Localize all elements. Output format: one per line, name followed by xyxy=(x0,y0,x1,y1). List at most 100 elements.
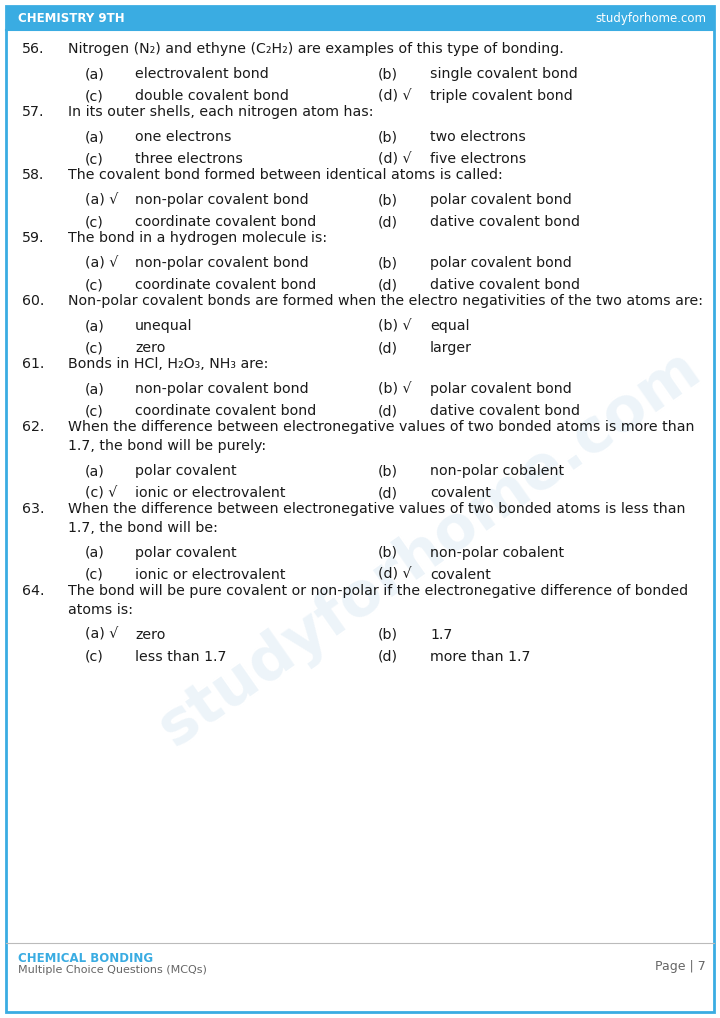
Text: ionic or electrovalent: ionic or electrovalent xyxy=(135,486,286,500)
Text: triple covalent bond: triple covalent bond xyxy=(430,89,572,103)
Text: When the difference between electronegative values of two bonded atoms is less t: When the difference between electronegat… xyxy=(68,502,685,516)
Text: one electrons: one electrons xyxy=(135,130,232,144)
Text: coordinate covalent bond: coordinate covalent bond xyxy=(135,278,316,292)
Text: Page | 7: Page | 7 xyxy=(655,960,706,973)
Text: (d) √: (d) √ xyxy=(378,89,412,103)
Text: (d): (d) xyxy=(378,278,398,292)
Text: 61.: 61. xyxy=(22,357,45,371)
Text: atoms is:: atoms is: xyxy=(68,603,133,617)
Text: 62.: 62. xyxy=(22,420,45,434)
Text: polar covalent bond: polar covalent bond xyxy=(430,382,572,396)
Text: (b): (b) xyxy=(378,546,398,560)
Text: (d) √: (d) √ xyxy=(378,568,412,582)
FancyBboxPatch shape xyxy=(6,6,714,1012)
Text: single covalent bond: single covalent bond xyxy=(430,67,577,81)
Text: (a) √: (a) √ xyxy=(85,193,118,207)
Text: (a): (a) xyxy=(85,382,104,396)
Text: 57.: 57. xyxy=(22,105,45,119)
Text: 1.7: 1.7 xyxy=(430,628,452,642)
Text: (c): (c) xyxy=(85,341,104,355)
Text: (a): (a) xyxy=(85,67,104,81)
Text: CHEMICAL BONDING: CHEMICAL BONDING xyxy=(18,952,153,965)
Text: more than 1.7: more than 1.7 xyxy=(430,651,531,664)
Text: (d): (d) xyxy=(378,341,398,355)
Text: three electrons: three electrons xyxy=(135,152,243,166)
Text: non-polar covalent bond: non-polar covalent bond xyxy=(135,256,309,270)
Text: non-polar covalent bond: non-polar covalent bond xyxy=(135,382,309,396)
Text: Bonds in HCl, H₂O₃, NH₃ are:: Bonds in HCl, H₂O₃, NH₃ are: xyxy=(68,357,269,371)
Text: The bond will be pure covalent or non-polar if the electronegative difference of: The bond will be pure covalent or non-po… xyxy=(68,584,688,598)
Text: coordinate covalent bond: coordinate covalent bond xyxy=(135,404,316,418)
Text: 1.7, the bond will be purely:: 1.7, the bond will be purely: xyxy=(68,439,266,453)
Text: dative covalent bond: dative covalent bond xyxy=(430,404,580,418)
Text: (c): (c) xyxy=(85,404,104,418)
Text: (c): (c) xyxy=(85,152,104,166)
Text: (c) √: (c) √ xyxy=(85,486,117,500)
Text: studyforhome.com: studyforhome.com xyxy=(595,11,706,24)
Text: 60.: 60. xyxy=(22,294,45,308)
Text: two electrons: two electrons xyxy=(430,130,526,144)
Text: dative covalent bond: dative covalent bond xyxy=(430,215,580,229)
Text: (d) √: (d) √ xyxy=(378,152,412,166)
Text: 59.: 59. xyxy=(22,231,45,245)
Text: larger: larger xyxy=(430,341,472,355)
Text: The bond in a hydrogen molecule is:: The bond in a hydrogen molecule is: xyxy=(68,231,327,245)
Text: (c): (c) xyxy=(85,278,104,292)
Text: CHEMISTRY 9TH: CHEMISTRY 9TH xyxy=(18,11,125,24)
Text: (c): (c) xyxy=(85,568,104,582)
Text: The covalent bond formed between identical atoms is called:: The covalent bond formed between identic… xyxy=(68,168,503,182)
Text: equal: equal xyxy=(430,319,469,333)
Text: (a): (a) xyxy=(85,546,104,560)
Text: (b): (b) xyxy=(378,67,398,81)
Text: polar covalent bond: polar covalent bond xyxy=(430,193,572,207)
Text: (d): (d) xyxy=(378,404,398,418)
Text: (c): (c) xyxy=(85,215,104,229)
Text: polar covalent: polar covalent xyxy=(135,546,237,560)
Text: (a) √: (a) √ xyxy=(85,628,118,642)
Text: unequal: unequal xyxy=(135,319,192,333)
Text: covalent: covalent xyxy=(430,568,491,582)
Text: polar covalent bond: polar covalent bond xyxy=(430,256,572,270)
Text: Multiple Choice Questions (MCQs): Multiple Choice Questions (MCQs) xyxy=(18,965,207,975)
Text: Nitrogen (N₂) and ethyne (C₂H₂) are examples of this type of bonding.: Nitrogen (N₂) and ethyne (C₂H₂) are exam… xyxy=(68,42,564,56)
Text: (a): (a) xyxy=(85,319,104,333)
Text: less than 1.7: less than 1.7 xyxy=(135,651,227,664)
Text: (d): (d) xyxy=(378,215,398,229)
Text: zero: zero xyxy=(135,341,166,355)
Text: 63.: 63. xyxy=(22,502,45,516)
Text: electrovalent bond: electrovalent bond xyxy=(135,67,269,81)
FancyBboxPatch shape xyxy=(6,6,714,30)
Text: double covalent bond: double covalent bond xyxy=(135,89,289,103)
Text: coordinate covalent bond: coordinate covalent bond xyxy=(135,215,316,229)
Text: (d): (d) xyxy=(378,486,398,500)
Text: (b): (b) xyxy=(378,628,398,642)
Text: (b) √: (b) √ xyxy=(378,382,412,396)
Text: When the difference between electronegative values of two bonded atoms is more t: When the difference between electronegat… xyxy=(68,420,695,434)
Text: (b): (b) xyxy=(378,256,398,270)
Text: (d): (d) xyxy=(378,651,398,664)
Text: Non-polar covalent bonds are formed when the electro negativities of the two ato: Non-polar covalent bonds are formed when… xyxy=(68,294,703,308)
Text: 56.: 56. xyxy=(22,42,45,56)
Text: covalent: covalent xyxy=(430,486,491,500)
Text: polar covalent: polar covalent xyxy=(135,464,237,478)
Text: 1.7, the bond will be:: 1.7, the bond will be: xyxy=(68,521,218,535)
Text: (b): (b) xyxy=(378,130,398,144)
Text: non-polar covalent bond: non-polar covalent bond xyxy=(135,193,309,207)
Text: (b): (b) xyxy=(378,464,398,478)
Text: ionic or electrovalent: ionic or electrovalent xyxy=(135,568,286,582)
Text: zero: zero xyxy=(135,628,166,642)
Text: five electrons: five electrons xyxy=(430,152,526,166)
Text: (b) √: (b) √ xyxy=(378,319,412,333)
Text: 58.: 58. xyxy=(22,168,45,182)
Text: (b): (b) xyxy=(378,193,398,207)
Text: (c): (c) xyxy=(85,651,104,664)
Text: In its outer shells, each nitrogen atom has:: In its outer shells, each nitrogen atom … xyxy=(68,105,374,119)
Text: studyforhome.com: studyforhome.com xyxy=(148,338,712,757)
Text: 64.: 64. xyxy=(22,584,45,598)
Text: non-polar cobalent: non-polar cobalent xyxy=(430,546,564,560)
Text: (a) √: (a) √ xyxy=(85,256,118,270)
Text: (c): (c) xyxy=(85,89,104,103)
Text: (a): (a) xyxy=(85,464,104,478)
Text: non-polar cobalent: non-polar cobalent xyxy=(430,464,564,478)
Text: (a): (a) xyxy=(85,130,104,144)
